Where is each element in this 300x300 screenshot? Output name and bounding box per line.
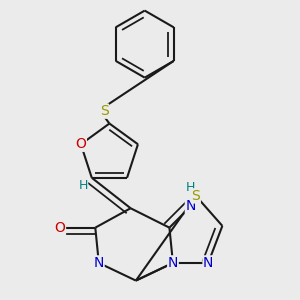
- Text: O: O: [55, 220, 65, 235]
- Text: N: N: [94, 256, 104, 270]
- Text: N: N: [203, 256, 213, 270]
- Text: N: N: [185, 200, 196, 214]
- Text: H: H: [78, 179, 88, 192]
- Text: S: S: [191, 189, 200, 203]
- Text: H: H: [186, 181, 195, 194]
- Text: S: S: [100, 104, 109, 118]
- Text: O: O: [75, 137, 86, 151]
- Text: N: N: [168, 256, 178, 270]
